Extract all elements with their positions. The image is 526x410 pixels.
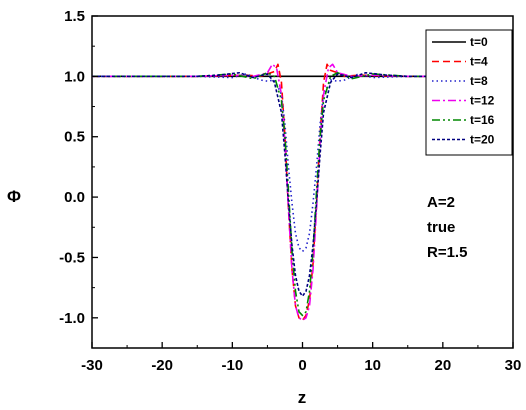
- annotation-a: A=2: [427, 194, 455, 211]
- y-tick-label: 0.0: [64, 189, 85, 206]
- legend-label: t=12: [470, 94, 495, 108]
- y-tick-label: 0.5: [64, 129, 85, 146]
- y-tick-label: -1.0: [59, 310, 85, 327]
- x-tick-label: -10: [221, 357, 243, 374]
- x-tick-label: -30: [81, 357, 103, 374]
- x-tick-label: 20: [434, 357, 451, 374]
- annotations: A=2 true R=1.5: [427, 194, 467, 261]
- y-tick-label: -0.5: [59, 249, 85, 266]
- annotation-true: true: [427, 219, 455, 236]
- x-tick-label: 10: [364, 357, 381, 374]
- legend-label: t=8: [470, 74, 488, 88]
- legend-label: t=4: [470, 55, 488, 69]
- y-tick-label: 1.5: [64, 8, 85, 25]
- x-tick-label: 0: [298, 357, 306, 374]
- annotation-r: R=1.5: [427, 244, 467, 261]
- x-tick-label: -20: [151, 357, 173, 374]
- x-tick-label: 30: [505, 357, 522, 374]
- y-tick-label: 1.0: [64, 68, 85, 85]
- legend-label: t=0: [470, 35, 488, 49]
- x-axis-label: z: [298, 388, 307, 407]
- y-axis-label: Φ: [7, 187, 21, 206]
- legend-label: t=20: [470, 133, 495, 147]
- legend: t=0 t=4 t=8 t=12 t=16 t=20: [426, 30, 512, 155]
- legend-label: t=16: [470, 113, 495, 127]
- legend-box: [426, 30, 512, 155]
